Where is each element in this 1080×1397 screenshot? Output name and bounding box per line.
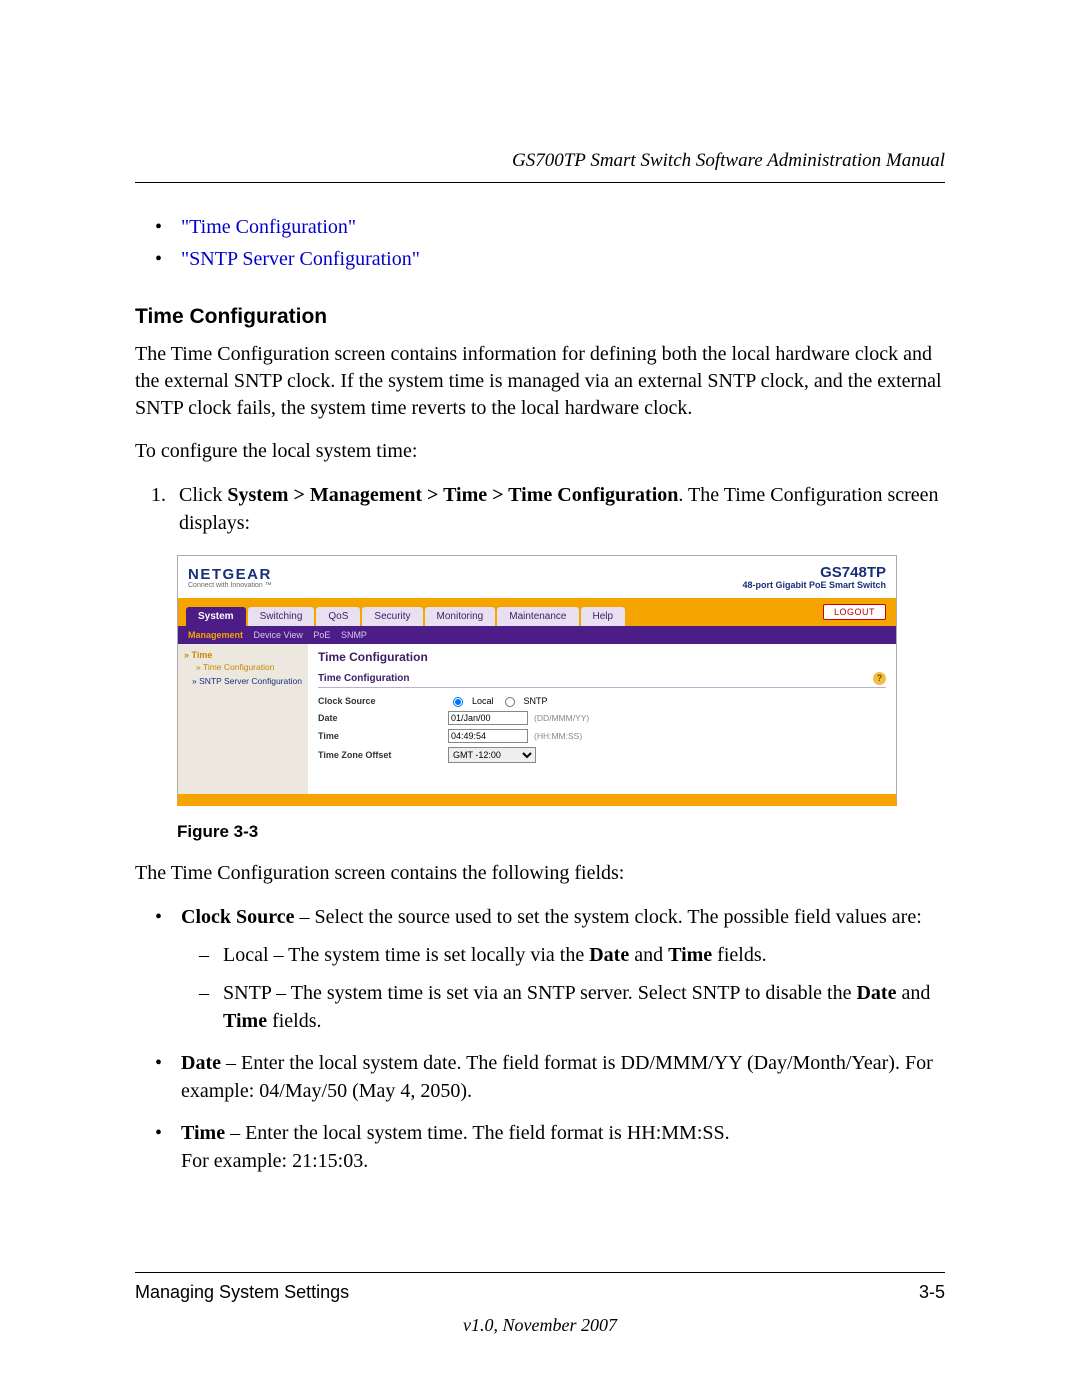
field-time: Time – Enter the local system time. The … xyxy=(169,1119,945,1175)
sidebar-item-label: Time Configuration xyxy=(203,662,275,672)
nav-tabs: System Switching QoS Security Monitoring… xyxy=(186,604,888,626)
radio-sntp-label: SNTP xyxy=(524,696,548,706)
t: fields. xyxy=(712,944,766,966)
tab-qos[interactable]: QoS xyxy=(316,607,360,626)
t: SNTP – The system time is set via an SNT… xyxy=(223,982,856,1004)
link-time-config[interactable]: "Time Configuration" xyxy=(171,211,945,243)
field-name: Time xyxy=(181,1122,225,1144)
figure-caption: Figure 3-3 xyxy=(177,822,945,842)
t: Date xyxy=(856,982,896,1004)
t: Date xyxy=(589,944,629,966)
select-tz[interactable]: GMT -12:00 xyxy=(448,747,536,763)
product-desc: 48-port Gigabit PoE Smart Switch xyxy=(742,581,886,591)
label-clock-source: Clock Source xyxy=(318,696,448,706)
logout-button[interactable]: LOGOUT xyxy=(823,604,886,620)
tab-switching[interactable]: Switching xyxy=(248,607,315,626)
sub-nav: Management Device View PoE SNMP xyxy=(178,626,896,644)
xref-list: "Time Configuration" "SNTP Server Config… xyxy=(135,211,945,275)
panel-title: Time Configuration xyxy=(318,650,886,664)
panel-subtitle: Time Configuration xyxy=(318,673,409,684)
procedure-list: Click System > Management > Time > Time … xyxy=(135,481,945,537)
step-1: Click System > Management > Time > Time … xyxy=(171,481,945,537)
sidebar: » Time » Time Configuration » SNTP Serve… xyxy=(178,644,308,794)
brand-tagline: Connect with Innovation ™ xyxy=(188,582,272,589)
label-date: Date xyxy=(318,713,448,723)
sidebar-item-label: SNTP Server Configuration xyxy=(199,676,302,686)
footer-page-number: 3-5 xyxy=(919,1282,945,1303)
intro-lead: To configure the local system time: xyxy=(135,438,945,465)
screenshot-figure: NETGEAR Connect with Innovation ™ GS748T… xyxy=(177,555,897,806)
step-prefix: Click xyxy=(179,484,227,506)
brand-name: NETGEAR xyxy=(188,566,272,583)
field-desc-2: For example: 21:15:03. xyxy=(181,1150,368,1172)
field-date: Date – Enter the local system date. The … xyxy=(169,1049,945,1105)
field-desc: – Enter the local system date. The field… xyxy=(181,1052,933,1102)
t: Local – The system time is set locally v… xyxy=(223,944,589,966)
t: fields. xyxy=(267,1010,321,1032)
subnav-snmp[interactable]: SNMP xyxy=(341,630,367,640)
footer-chapter: Managing System Settings xyxy=(135,1282,349,1303)
label-time: Time xyxy=(318,731,448,741)
link-sntp-config[interactable]: "SNTP Server Configuration" xyxy=(171,243,945,275)
subfield-sntp: SNTP – The system time is set via an SNT… xyxy=(205,979,945,1035)
tab-maintenance[interactable]: Maintenance xyxy=(497,607,578,626)
subnav-management[interactable]: Management xyxy=(188,630,243,640)
field-name: Clock Source xyxy=(181,906,295,928)
product-model: GS748TP xyxy=(742,565,886,582)
radio-local[interactable] xyxy=(453,697,463,707)
sidebar-group-label: Time xyxy=(192,650,213,660)
step-path: System > Management > Time > Time Config… xyxy=(227,484,678,506)
hint-time: (HH:MM:SS) xyxy=(534,731,582,741)
t: and xyxy=(896,982,930,1004)
field-clock-source: Clock Source – Select the source used to… xyxy=(169,903,945,1035)
input-time[interactable] xyxy=(448,729,528,743)
radio-sntp[interactable] xyxy=(505,697,515,707)
field-desc: – Select the source used to set the syst… xyxy=(295,906,922,928)
product-id: GS748TP 48-port Gigabit PoE Smart Switch xyxy=(742,565,886,591)
t: Time xyxy=(668,944,712,966)
footer-rule xyxy=(135,1272,945,1273)
tab-help[interactable]: Help xyxy=(581,607,626,626)
tab-monitoring[interactable]: Monitoring xyxy=(425,607,496,626)
sidebar-item-sntp[interactable]: » SNTP Server Configuration xyxy=(184,676,302,686)
intro-paragraph: The Time Configuration screen contains i… xyxy=(135,341,945,422)
input-date[interactable] xyxy=(448,711,528,725)
footer-version: v1.0, November 2007 xyxy=(0,1315,1080,1336)
page-header: GS700TP Smart Switch Software Administra… xyxy=(135,150,945,183)
field-name: Date xyxy=(181,1052,221,1074)
field-desc: – Enter the local system time. The field… xyxy=(225,1122,730,1144)
section-heading: Time Configuration xyxy=(135,305,945,329)
help-icon[interactable]: ? xyxy=(873,672,886,685)
subnav-device-view[interactable]: Device View xyxy=(254,630,303,640)
radio-local-label: Local xyxy=(472,696,494,706)
sidebar-item-time-config[interactable]: » Time Configuration xyxy=(184,662,302,672)
t: Time xyxy=(223,1010,267,1032)
tab-security[interactable]: Security xyxy=(362,607,422,626)
hint-date: (DD/MMM/YY) xyxy=(534,713,589,723)
label-tz: Time Zone Offset xyxy=(318,750,448,760)
brand-logo: NETGEAR Connect with Innovation ™ xyxy=(188,567,272,589)
main-panel: Time Configuration Time Configuration ? … xyxy=(308,644,896,794)
tab-system[interactable]: System xyxy=(186,607,246,626)
subnav-poe[interactable]: PoE xyxy=(313,630,330,640)
sidebar-group-time[interactable]: » Time xyxy=(184,650,302,660)
t: and xyxy=(629,944,668,966)
field-descriptions: Clock Source – Select the source used to… xyxy=(135,903,945,1175)
fields-lead: The Time Configuration screen contains t… xyxy=(135,860,945,887)
subfield-local: Local – The system time is set locally v… xyxy=(205,941,945,969)
